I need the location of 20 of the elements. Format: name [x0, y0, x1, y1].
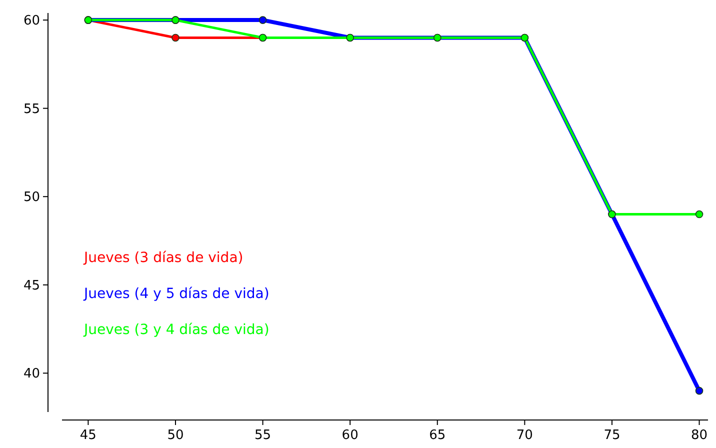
x-tick-label: 60	[342, 428, 358, 443]
x-tick-label: 70	[516, 428, 533, 443]
text: Jueves (4 y 5 días de vida)	[83, 286, 270, 302]
point	[695, 210, 704, 218]
y-tick-label: 55	[23, 102, 40, 117]
text: Jueves (3 y 4 días de vida)	[83, 322, 270, 338]
point	[695, 386, 704, 395]
x-tick-label: 75	[604, 428, 620, 443]
y-tick-label: 50	[23, 190, 40, 206]
y-tick-label: 40	[23, 366, 40, 382]
x-tick-label: 80	[690, 428, 708, 443]
point	[172, 34, 180, 42]
x-tick-label: 50	[167, 428, 184, 443]
x-tick-label: 55	[254, 428, 272, 443]
x-tick-label: 45	[80, 428, 96, 443]
point	[258, 16, 267, 24]
text: Jueves (3 días de vida)	[83, 250, 244, 266]
y-tick-label: 60	[23, 14, 40, 29]
y-tick-label: 45	[23, 278, 40, 294]
x-tick-label: 65	[429, 428, 446, 443]
